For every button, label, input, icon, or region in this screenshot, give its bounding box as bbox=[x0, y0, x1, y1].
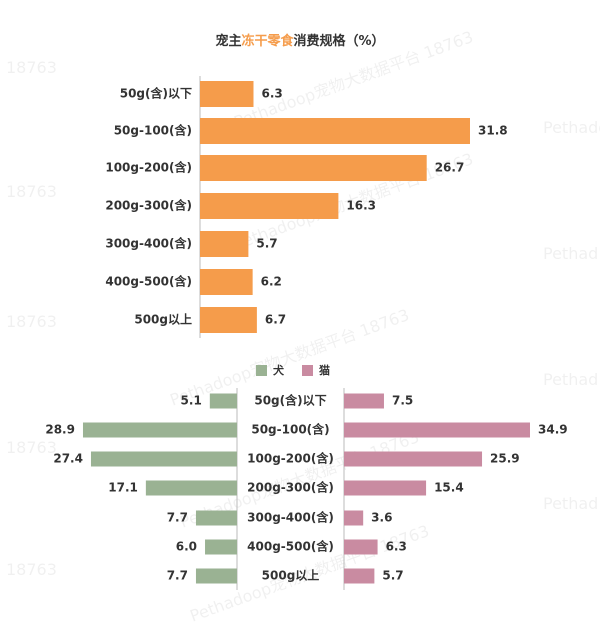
chart2-value-label-cat: 25.9 bbox=[490, 452, 520, 466]
chart1-bar bbox=[200, 118, 470, 144]
chart1-value-label: 26.7 bbox=[435, 161, 465, 175]
chart2-bar-cat bbox=[344, 393, 384, 409]
chart2-category-label: 400g-500(含) bbox=[247, 539, 334, 554]
legend-item-cat: 猫 bbox=[302, 362, 330, 378]
chart1-bar bbox=[200, 193, 339, 219]
chart2-value-label-dog: 5.1 bbox=[181, 394, 202, 408]
chart2-bar-dog bbox=[195, 568, 237, 584]
legend-label-cat: 猫 bbox=[319, 364, 330, 377]
chart1-value-label: 6.7 bbox=[265, 313, 286, 327]
chart1-category-label: 50g(含)以下 bbox=[120, 86, 192, 101]
chart2-value-label-cat: 15.4 bbox=[434, 481, 464, 495]
title-highlight: 冻干零食 bbox=[241, 34, 294, 49]
chart2-bar-dog bbox=[90, 451, 237, 467]
chart1-bar bbox=[200, 269, 253, 295]
chart1-bar bbox=[200, 307, 257, 333]
chart2-value-label-cat: 34.9 bbox=[538, 423, 568, 437]
legend-item-dog: 犬 bbox=[256, 362, 284, 378]
chart2-category-label: 300g-400(含) bbox=[247, 510, 334, 525]
chart2-category-label: 500g以上 bbox=[262, 568, 320, 583]
chart2-bar-cat bbox=[344, 422, 530, 438]
chart2-bar-dog bbox=[205, 539, 237, 555]
chart2-bar-dog bbox=[82, 422, 237, 438]
chart1-category-label: 200g-300(含) bbox=[105, 198, 192, 213]
chart1-category-label: 50g-100(含) bbox=[114, 123, 192, 138]
chart2-value-label-dog: 27.4 bbox=[53, 452, 83, 466]
chart2-value-label-dog: 17.1 bbox=[108, 481, 138, 495]
chart2-bar-dog bbox=[209, 393, 237, 409]
chart1-bar bbox=[200, 231, 249, 257]
chart2-category-label: 50g-100(含) bbox=[251, 422, 329, 437]
legend: 犬 猫 bbox=[0, 362, 600, 378]
legend-swatch-cat bbox=[302, 364, 313, 376]
chart2-value-label-cat: 3.6 bbox=[371, 511, 392, 525]
chart2-bar-dog bbox=[195, 510, 237, 526]
chart2-value-label-cat: 5.7 bbox=[382, 569, 403, 583]
chart1-category-label: 100g-200(含) bbox=[105, 160, 192, 175]
chart1-value-label: 16.3 bbox=[346, 199, 376, 213]
chart2-value-label-dog: 6.0 bbox=[176, 540, 197, 554]
chart1-bar bbox=[200, 155, 427, 181]
chart2-value-label-dog: 28.9 bbox=[45, 423, 75, 437]
chart1-category-label: 400g-500(含) bbox=[105, 274, 192, 289]
chart2-bar-dog bbox=[145, 480, 237, 496]
chart2-value-label-cat: 7.5 bbox=[392, 394, 413, 408]
chart-title: 宠主冻干零食消费规格（%） bbox=[0, 30, 600, 49]
chart2-bar-cat bbox=[344, 568, 375, 584]
chart2-value-label-dog: 7.7 bbox=[167, 569, 188, 583]
legend-label-dog: 犬 bbox=[273, 364, 284, 377]
chart1-value-label: 31.8 bbox=[478, 124, 508, 138]
chart2-value-label-dog: 7.7 bbox=[167, 511, 188, 525]
chart2-bar-cat bbox=[344, 510, 364, 526]
chart1-value-label: 6.3 bbox=[261, 87, 282, 101]
chart2-value-label-cat: 6.3 bbox=[386, 540, 407, 554]
chart1-category-label: 300g-400(含) bbox=[105, 236, 192, 251]
chart2-category-label: 50g(含)以下 bbox=[254, 393, 326, 408]
title-suffix: 消费规格（%） bbox=[293, 34, 385, 49]
chart1-value-label: 6.2 bbox=[261, 275, 282, 289]
chart2-category-label: 200g-300(含) bbox=[247, 480, 334, 495]
legend-swatch-dog bbox=[256, 364, 267, 376]
chart2-category-label: 100g-200(含) bbox=[247, 451, 334, 466]
chart2-bar-cat bbox=[344, 539, 378, 555]
chart1-value-label: 5.7 bbox=[256, 237, 277, 251]
chart2-bar-cat bbox=[344, 480, 427, 496]
title-prefix: 宠主 bbox=[215, 34, 242, 49]
chart2-bar-cat bbox=[344, 451, 483, 467]
chart1-bar bbox=[200, 81, 254, 107]
chart1-category-label: 500g以上 bbox=[134, 312, 192, 327]
